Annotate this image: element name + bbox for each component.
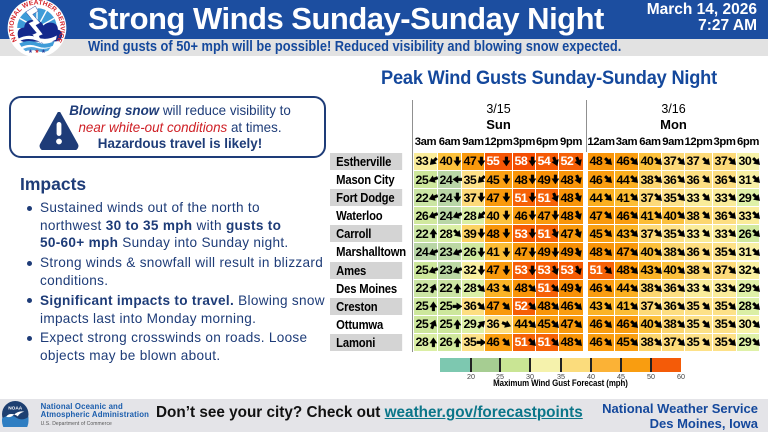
svg-text:NOAA: NOAA	[8, 405, 23, 411]
svg-text:★ ★ ★: ★ ★ ★	[28, 48, 46, 55]
